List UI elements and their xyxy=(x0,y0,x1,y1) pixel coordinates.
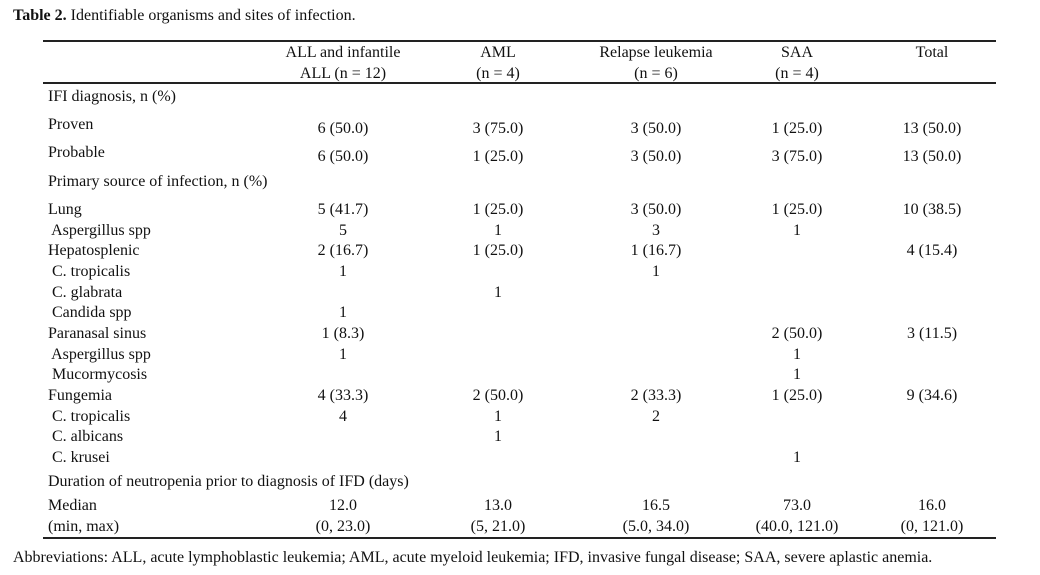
table-cell: 1 xyxy=(494,284,502,301)
table-cell: (0, 121.0) xyxy=(900,518,964,535)
table-cell: 1 xyxy=(494,428,502,445)
table-cell: 1 (25.0) xyxy=(771,201,823,218)
row-label: C. tropicalis xyxy=(48,263,131,280)
table-cell: 1 xyxy=(793,449,801,466)
table-cell: 1 xyxy=(793,222,801,239)
row-label: C. albicans xyxy=(48,428,124,445)
column-header-line2: (n = 4) xyxy=(476,65,520,82)
table-cell: 2 (33.3) xyxy=(630,387,682,404)
table-caption-text: Identifiable organisms and sites of infe… xyxy=(66,7,356,24)
table-cell: 3 (50.0) xyxy=(630,120,682,137)
table-cell: 16.0 xyxy=(918,497,946,514)
table-cell: 10 (38.5) xyxy=(902,201,962,218)
table-cell: 1 (25.0) xyxy=(472,242,524,259)
table-cell: 3 (75.0) xyxy=(771,148,823,165)
row-label: Candida spp xyxy=(48,304,132,321)
table-cell: 1 (16.7) xyxy=(630,242,682,259)
row-label: IFI diagnosis, n (%) xyxy=(48,88,176,105)
table-cell: 5 (41.7) xyxy=(317,201,369,218)
table-cell: 6 (50.0) xyxy=(317,148,369,165)
table-cell: 16.5 xyxy=(642,497,670,514)
table-cell: 3 (50.0) xyxy=(630,148,682,165)
table-cell: (40.0, 121.0) xyxy=(755,518,839,535)
table-cell: 13 (50.0) xyxy=(902,148,962,165)
table-cell: 4 xyxy=(339,408,347,425)
row-label: Paranasal sinus xyxy=(48,325,147,342)
table-bottom-rule xyxy=(43,537,996,539)
table-cell: 2 (16.7) xyxy=(317,242,369,259)
table-cell: 1 xyxy=(339,263,347,280)
row-label: C. glabrata xyxy=(48,284,123,301)
table-cell: 1 (25.0) xyxy=(771,387,823,404)
row-label: Lung xyxy=(48,201,82,218)
table-cell: 2 (50.0) xyxy=(472,387,524,404)
table-cell: 3 (75.0) xyxy=(472,120,524,137)
table-cell: 1 xyxy=(793,346,801,363)
table-cell: 3 (50.0) xyxy=(630,201,682,218)
table-cell: 1 xyxy=(494,408,502,425)
column-header: ALL and infantile ALL (n = 12) xyxy=(286,42,401,84)
row-label: Duration of neutropenia prior to diagnos… xyxy=(48,473,409,490)
column-header-line1: ALL and infantile xyxy=(285,44,401,61)
table-header-rule xyxy=(43,82,996,84)
table-cell: 4 (15.4) xyxy=(906,242,958,259)
table-cell: 1 xyxy=(339,304,347,321)
row-label: (min, max) xyxy=(48,518,120,535)
table-cell: 12.0 xyxy=(329,497,357,514)
column-header-line2: (n = 4) xyxy=(775,65,819,82)
table-cell: 1 xyxy=(652,263,660,280)
table-cell: (5, 21.0) xyxy=(470,518,526,535)
table-cell: (0, 23.0) xyxy=(315,518,371,535)
column-header-line1: SAA xyxy=(780,44,813,61)
table-cell: 1 xyxy=(494,222,502,239)
table-cell: 1 xyxy=(793,366,801,383)
table-caption-label: Table 2. xyxy=(13,7,67,24)
table-caption: Table 2. Identifiable organisms and site… xyxy=(13,7,356,25)
table-cell: 1 xyxy=(339,346,347,363)
table-cell: 13 (50.0) xyxy=(902,120,962,137)
row-label: Hepatosplenic xyxy=(48,242,140,259)
row-label: Probable xyxy=(48,144,105,161)
row-label: Median xyxy=(48,497,97,514)
table-cell: 6 (50.0) xyxy=(317,120,369,137)
row-label: Aspergillus spp xyxy=(48,222,151,239)
column-header-line1: Relapse leukemia xyxy=(599,44,713,61)
row-label: C. krusei xyxy=(48,449,110,466)
row-label: Aspergillus spp xyxy=(48,346,151,363)
column-header-line2: ALL (n = 12) xyxy=(299,65,387,82)
column-header-line1: Total xyxy=(915,44,949,61)
column-header: Total xyxy=(916,42,949,63)
row-label: C. tropicalis xyxy=(48,408,131,425)
column-header: Relapse leukemia (n = 6) xyxy=(599,42,712,84)
table-cell: 13.0 xyxy=(484,497,512,514)
row-label: Fungemia xyxy=(48,387,112,404)
row-label: Mucormycosis xyxy=(48,366,148,383)
table-cell: 1 (25.0) xyxy=(771,120,823,137)
column-header: AML (n = 4) xyxy=(476,42,520,84)
table-cell: 9 (34.6) xyxy=(906,387,958,404)
table-cell: 5 xyxy=(339,222,347,239)
table-cell: 2 (50.0) xyxy=(771,325,823,342)
table-cell: 3 xyxy=(652,222,660,239)
table-cell: 1 (25.0) xyxy=(472,148,524,165)
row-label: Primary source of infection, n (%) xyxy=(48,173,268,190)
table-cell: (5.0, 34.0) xyxy=(622,518,690,535)
table-cell: 2 xyxy=(652,408,660,425)
table-footnote: Abbreviations: ALL, acute lymphoblastic … xyxy=(13,549,933,566)
table-cell: 4 (33.3) xyxy=(317,387,369,404)
table-cell: 3 (11.5) xyxy=(906,325,958,342)
table-cell: 1 (25.0) xyxy=(472,201,524,218)
table-cell: 73.0 xyxy=(783,497,811,514)
row-label: Proven xyxy=(48,116,94,133)
table-top-rule xyxy=(43,40,996,42)
column-header-line1: AML xyxy=(480,44,516,61)
table-cell: 1 (8.3) xyxy=(321,325,365,342)
column-header: SAA (n = 4) xyxy=(775,42,819,84)
column-header-line2: (n = 6) xyxy=(634,65,678,82)
